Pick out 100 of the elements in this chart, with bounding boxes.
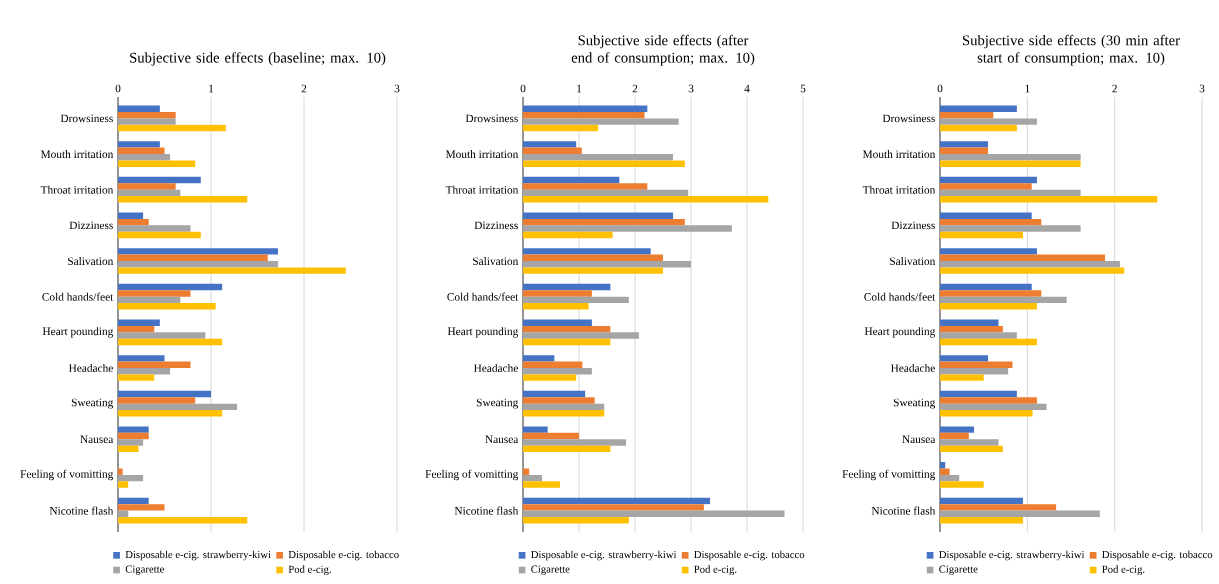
bar [118, 397, 196, 404]
bar [523, 154, 674, 161]
y-tick-label: Mouth irritation [445, 150, 519, 159]
bar [118, 497, 149, 505]
bar [523, 254, 664, 262]
bar [523, 367, 592, 375]
bar [940, 218, 1042, 226]
bar [940, 497, 1023, 505]
legend-label: Disposable e-cig. strawberry-kiwi [939, 550, 1085, 561]
bar [940, 319, 999, 326]
bar [940, 374, 984, 381]
bar [118, 332, 206, 339]
bar [118, 231, 201, 239]
bar [940, 254, 1106, 262]
y-tick-label: Nausea [80, 435, 114, 444]
bar [523, 176, 620, 184]
y-tick-label: Nicotine flash [49, 506, 114, 515]
legend-label: Disposable e-cig. tobacco [1102, 550, 1213, 561]
bar [118, 267, 346, 274]
bar [523, 147, 582, 155]
bar [523, 403, 605, 411]
y-tick-label: Headache [68, 363, 113, 372]
bar [940, 124, 1017, 132]
y-tick-label: Sweating [893, 398, 936, 409]
bar [523, 267, 664, 274]
x-tick-label: 1 [577, 84, 582, 93]
bar [523, 218, 685, 226]
x-tick-label: 3 [1199, 84, 1205, 93]
bar [523, 160, 685, 167]
y-tick-label: Heart pounding [864, 327, 936, 338]
y-tick-label: Mouth irritation [40, 150, 114, 159]
y-tick-label: Cold hands/feet [864, 292, 936, 301]
x-tick-label: 1 [1025, 84, 1030, 93]
x-tick-label: 0 [937, 84, 943, 93]
bar [940, 410, 1033, 417]
x-tick-label: 3 [688, 84, 694, 93]
bar [118, 426, 149, 433]
x-tick-label: 4 [744, 84, 750, 93]
bar [118, 367, 171, 375]
y-tick-label: Heart pounding [447, 327, 519, 338]
bar [940, 332, 1017, 339]
bar [523, 497, 711, 505]
legend-label: Cigarette [531, 565, 570, 575]
bar [118, 254, 268, 262]
bar [118, 517, 248, 524]
bar [118, 124, 226, 132]
bar [118, 403, 238, 411]
bar [523, 105, 648, 112]
y-tick-label: Salivation [68, 257, 114, 265]
y-tick-label: Nausea [485, 435, 519, 444]
bar [940, 225, 1081, 232]
bar [118, 325, 155, 333]
bar [523, 374, 577, 381]
bar [118, 432, 149, 440]
bar [523, 283, 611, 291]
legend-label: Cigarette [125, 565, 164, 575]
bar [118, 141, 160, 148]
y-tick-label: Salivation [473, 257, 519, 265]
bar [118, 261, 278, 268]
x-tick-label: 5 [800, 84, 806, 93]
y-tick-label: Headache [473, 363, 518, 372]
bar [523, 196, 769, 203]
bar [523, 355, 555, 362]
y-tick-label: Feeling of vomitting [20, 469, 114, 481]
bar [940, 517, 1023, 524]
y-tick-label: Throat irritation [862, 185, 936, 194]
y-tick-label: Cold hands/feet [447, 292, 519, 301]
bar [523, 290, 592, 297]
bar [118, 248, 278, 255]
bar [940, 390, 1017, 398]
bar [940, 439, 999, 446]
bar [940, 303, 1037, 310]
bar [523, 361, 583, 368]
y-tick-label: Sweating [476, 398, 519, 409]
bar [118, 439, 144, 446]
bar [523, 426, 548, 433]
chart-title: Subjective side effects (baseline; max. 10) [130, 52, 386, 66]
bar [940, 296, 1067, 304]
bar [118, 105, 160, 112]
bar [940, 267, 1125, 274]
y-tick-label: Drowsiness [465, 114, 518, 123]
y-tick-label: Throat irritation [40, 185, 114, 194]
bar [940, 189, 1081, 197]
bar [940, 176, 1037, 184]
y-tick-label: Headache [890, 363, 935, 372]
bar [118, 196, 248, 203]
bar [523, 510, 785, 518]
bar [118, 154, 171, 161]
legend-label: Pod e-cig. [288, 565, 331, 576]
bar [523, 432, 580, 440]
x-tick-label: 2 [1112, 84, 1117, 93]
y-tick-label: Cold hands/feet [42, 292, 114, 301]
bar [940, 290, 1042, 297]
y-tick-label: Nicotine flash [871, 506, 936, 515]
y-tick-label: Dizziness [69, 221, 113, 230]
bar [523, 338, 611, 346]
bar [118, 176, 201, 184]
y-tick-label: Drowsiness [60, 114, 113, 123]
bar [523, 111, 645, 119]
chart-title: Subjective side effects (30 min after start of consumption; max. 10) [962, 34, 1180, 66]
